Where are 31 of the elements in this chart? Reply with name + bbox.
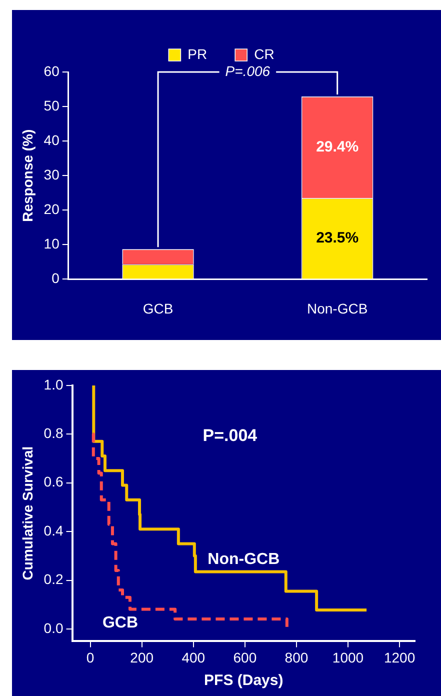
x-tick-label: 400 [182,649,206,666]
x-tick-label: 1200 [384,649,416,666]
data-label: 29.4% [316,138,359,156]
data-label: 23.5% [316,230,359,247]
y-tick-label: 0.8 [44,424,64,441]
y-tick-label: 30 [44,166,60,182]
y-tick-label: 20 [44,200,60,217]
y-tick-label: 0.4 [44,522,64,538]
y-axis-title: Cumulative Survival [19,446,36,580]
y-tick-label: 0 [52,270,60,286]
legend-label: PR [188,46,208,62]
x-tick-label: 1000 [332,649,364,666]
x-tick-label: 800 [284,649,308,666]
legend-label: CR [254,46,274,62]
y-tick-label: 0.2 [44,571,64,588]
x-tick-label: 600 [233,649,257,666]
series-label: Non-GCB [208,550,280,568]
x-tick-label: 0 [86,649,94,666]
y-tick-label: 0.6 [44,474,64,490]
y-tick-label: 1.0 [44,376,64,392]
y-tick-label: 40 [44,132,60,148]
x-axis-title: PFS (Days) [204,672,284,690]
y-tick-label: 50 [44,97,60,114]
series-label: GCB [102,614,138,632]
y-axis-title: Response (%) [19,129,36,222]
annotation: P=.004 [202,426,258,446]
y-tick-label: 10 [44,236,60,252]
y-tick-label: 0.0 [44,620,64,636]
x-tick-label: 200 [130,649,154,666]
y-tick-label: 60 [44,62,60,79]
annotation: P=.006 [225,62,270,79]
